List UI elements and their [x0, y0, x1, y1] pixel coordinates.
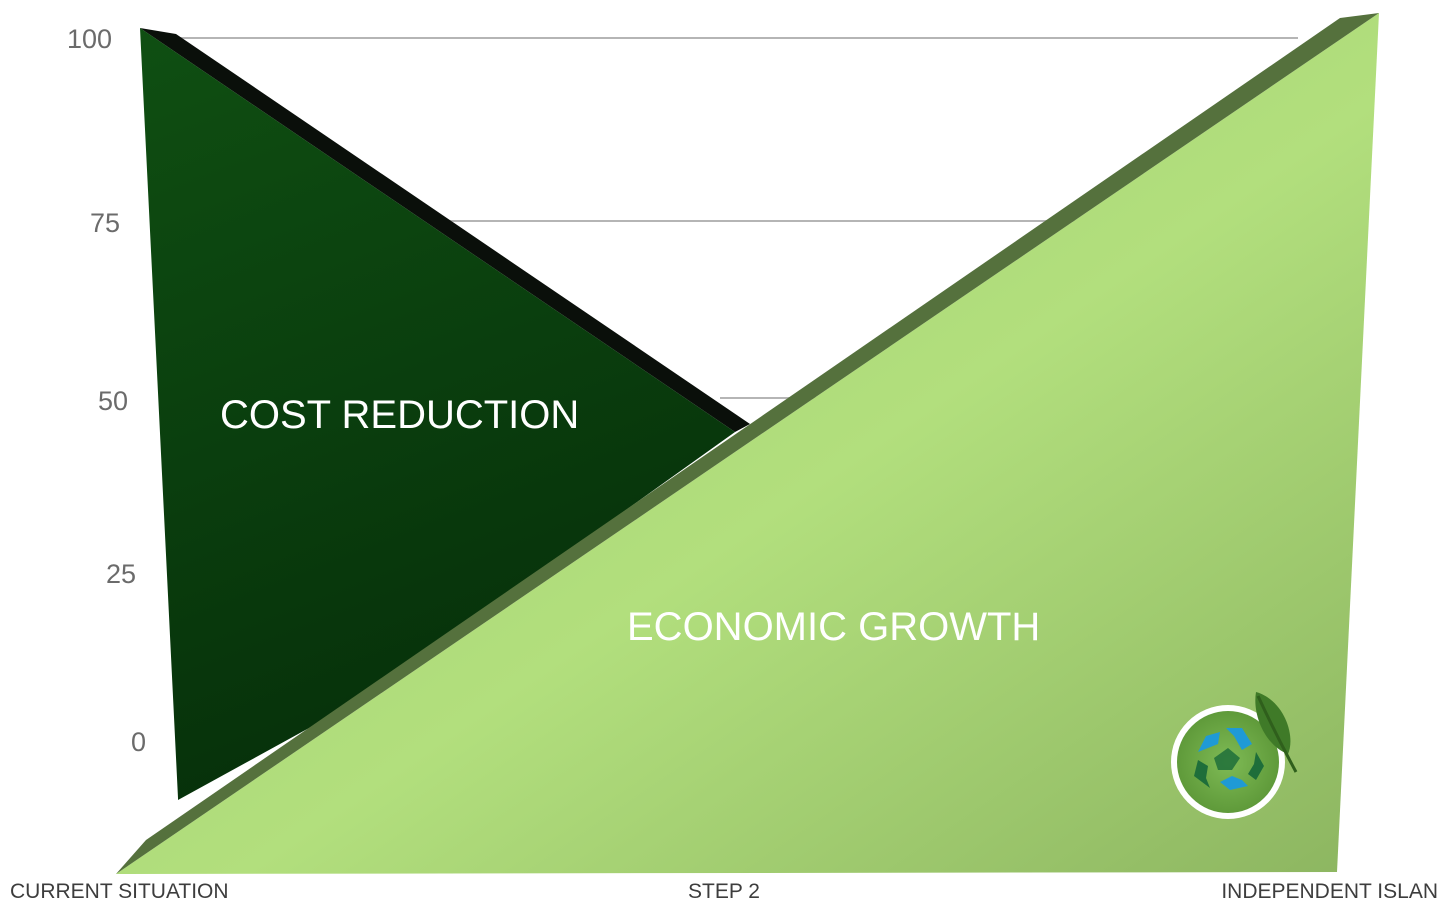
x-category-label: INDEPENDENT ISLAN	[1221, 880, 1438, 902]
series-layer	[116, 13, 1379, 874]
x-category-label: STEP 2	[688, 880, 760, 902]
recycle-arrow	[1248, 752, 1264, 780]
y-tick-label: 25	[106, 559, 136, 589]
y-tick-label: 100	[67, 24, 112, 54]
y-tick-label: 75	[90, 208, 120, 238]
x-axis-labels: CURRENT SITUATION STEP 2 INDEPENDENT ISLAN	[10, 880, 1438, 903]
y-axis-ticks: 100 75 50 25 0	[67, 24, 146, 757]
recycle-arrow	[1220, 776, 1248, 790]
series-label: COST REDUCTION	[220, 393, 579, 437]
recycle-center	[1214, 748, 1240, 770]
y-tick-label: 0	[131, 727, 146, 757]
series-area-cost-reduction	[140, 28, 735, 800]
leaf-stem	[1256, 695, 1298, 773]
recycle-arrow	[1198, 732, 1220, 752]
series-label: ECONOMIC GROWTH	[627, 605, 1040, 649]
recycle-arrow	[1226, 728, 1252, 750]
series-edge-cost-reduction	[140, 28, 750, 432]
series-edge-economic-growth	[116, 13, 1379, 874]
recycle-arrow	[1194, 760, 1210, 788]
recycle-leaf-icon	[1171, 692, 1298, 819]
x-category-label: CURRENT SITUATION	[10, 880, 229, 902]
y-tick-label: 50	[98, 386, 128, 416]
series-labels: COST REDUCTION ECONOMIC GROWTH	[220, 393, 1040, 649]
